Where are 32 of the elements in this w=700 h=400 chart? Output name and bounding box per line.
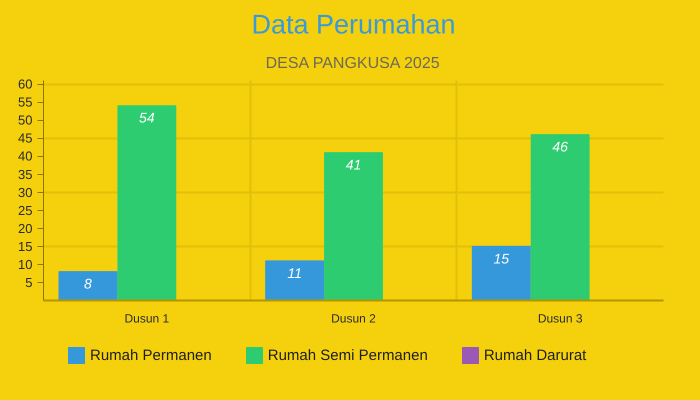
legend-label: Rumah Semi Permanen <box>268 346 428 364</box>
data-label: 46 <box>552 138 568 155</box>
data-label: 15 <box>493 250 510 266</box>
y-tick-label: 45 <box>18 130 33 146</box>
y-tick-label: 35 <box>18 166 33 182</box>
bar <box>58 271 118 300</box>
data-label: 11 <box>287 264 302 281</box>
x-tick-label: Dusun 1 <box>124 312 170 326</box>
y-tick-label: 20 <box>18 220 33 236</box>
x-tick-label: Dusun 2 <box>331 312 376 326</box>
data-label: 54 <box>139 110 155 126</box>
bar <box>117 105 176 300</box>
chart-title: Data Perumahan <box>251 10 456 40</box>
x-tick-label: Dusun 3 <box>538 312 583 326</box>
data-label: 41 <box>346 156 362 173</box>
y-tick-label: 5 <box>25 274 33 290</box>
bar <box>472 246 531 300</box>
bar <box>324 152 383 300</box>
y-tick-label: 55 <box>18 94 33 110</box>
legend-label: Rumah Darurat <box>484 346 586 364</box>
data-label: 8 <box>84 276 92 292</box>
legend-label: Rumah Permanen <box>90 346 212 364</box>
y-tick-label: 50 <box>18 112 33 128</box>
bar <box>265 260 324 300</box>
y-tick-label: 10 <box>18 256 33 272</box>
y-tick-label: 30 <box>18 184 33 200</box>
chart-subtitle: DESA PANGKUSA 2025 <box>266 55 440 72</box>
y-tick-label: 25 <box>18 202 33 218</box>
y-tick-label: 40 <box>18 148 33 164</box>
bar <box>530 134 590 300</box>
y-tick-label: 15 <box>18 238 33 254</box>
y-tick-label: 60 <box>18 76 33 92</box>
